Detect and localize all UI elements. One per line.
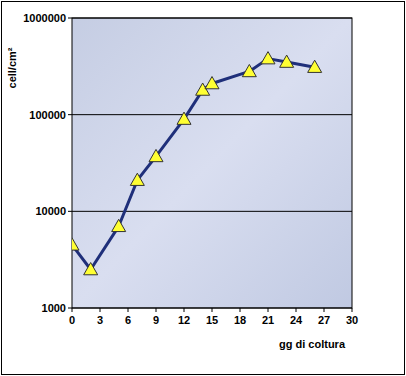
grid-line: [72, 211, 352, 212]
y-tick: [68, 211, 72, 212]
data-point: [149, 149, 163, 161]
y-axis-title: cell/cm²: [6, 47, 18, 88]
data-point: [308, 60, 322, 72]
x-tick: [156, 308, 157, 312]
data-point: [84, 263, 98, 275]
plot-background: [72, 18, 352, 308]
x-tick: [212, 308, 213, 312]
x-tick: [268, 308, 269, 312]
x-tick: [352, 308, 353, 312]
x-tick-label: 18: [234, 314, 246, 326]
y-tick: [68, 18, 72, 19]
data-point: [130, 173, 144, 185]
x-tick-label: 21: [262, 314, 274, 326]
x-tick-label: 6: [125, 314, 131, 326]
x-tick-label: 3: [97, 314, 103, 326]
x-tick-label: 9: [153, 314, 159, 326]
plot-frame: [72, 18, 352, 308]
x-tick-label: 24: [290, 314, 303, 326]
x-tick-label: 0: [69, 314, 75, 326]
x-tick: [72, 308, 73, 312]
x-tick: [184, 308, 185, 312]
x-axis-title: gg di coltura: [279, 338, 346, 350]
grid-line: [72, 114, 352, 115]
x-tick-label: 15: [206, 314, 218, 326]
x-tick: [296, 308, 297, 312]
data-point: [72, 238, 79, 250]
y-tick-label: 1000: [42, 302, 66, 314]
chart: 1000 10000 100000 1000000 0 3 6 9 12 15 18 21 24 27 30…: [0, 0, 406, 376]
y-tick-label: 1000000: [23, 12, 66, 24]
series-group: [72, 52, 322, 275]
x-tick: [100, 308, 101, 312]
y-tick: [68, 308, 72, 309]
data-point: [261, 52, 275, 64]
data-point: [205, 77, 219, 89]
outer-frame: [2, 2, 405, 375]
y-tick-label: 10000: [35, 205, 66, 217]
data-point: [242, 64, 256, 76]
x-tick-label: 12: [178, 314, 190, 326]
x-tick: [324, 308, 325, 312]
x-tick-label: 27: [318, 314, 330, 326]
y-tick: [68, 114, 72, 115]
series-line: [72, 59, 315, 270]
data-point: [112, 219, 126, 231]
x-tick-label: 30: [346, 314, 358, 326]
y-tick-label: 100000: [29, 109, 66, 121]
x-tick: [128, 308, 129, 312]
x-tick: [240, 308, 241, 312]
data-point: [280, 55, 294, 67]
data-point: [177, 112, 191, 124]
